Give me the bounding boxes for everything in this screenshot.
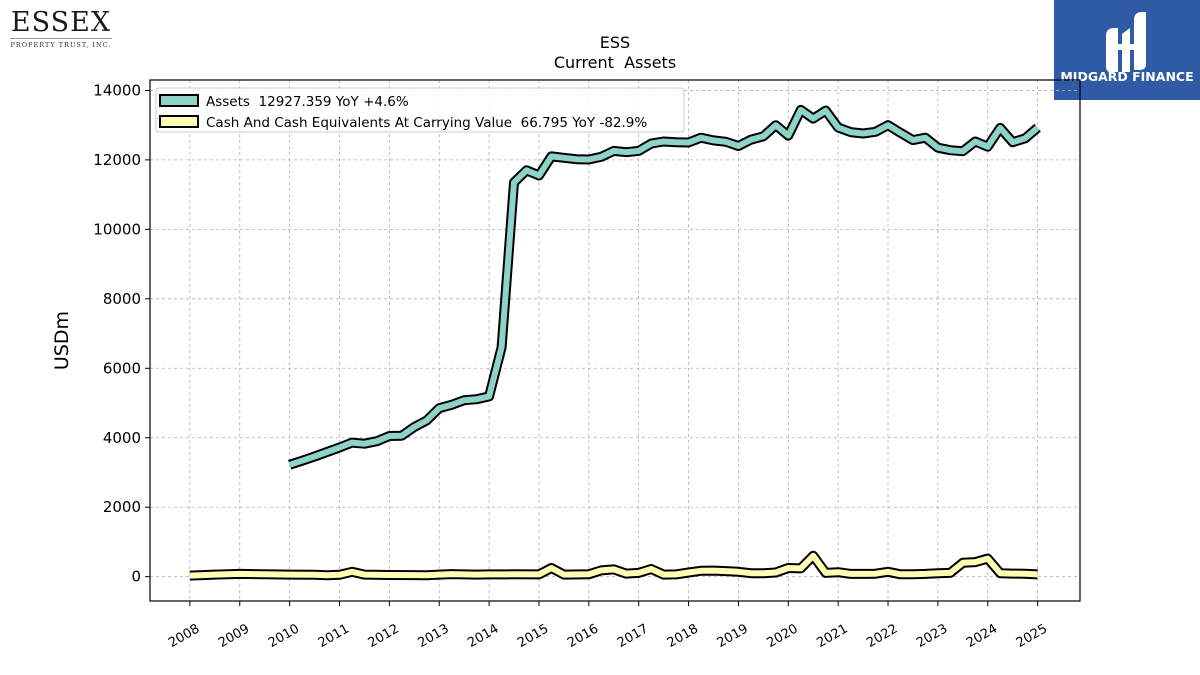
y-tick-label: 2000 xyxy=(103,498,141,516)
y-tick-label: 6000 xyxy=(103,359,141,377)
series-line-1 xyxy=(288,106,1040,468)
series-layer xyxy=(189,104,1041,581)
legend-swatch-1 xyxy=(159,94,199,107)
plot-frame xyxy=(149,79,1081,602)
x-tick-label: 2014 xyxy=(465,621,501,651)
brand-name: MIDGARD FINANCE xyxy=(1060,69,1194,84)
x-tick-label: 2022 xyxy=(864,621,900,651)
y-tick-label: 0 xyxy=(131,568,141,586)
y-tick-label: 4000 xyxy=(103,429,141,447)
midgard-finance-logo: MIDGARD FINANCE xyxy=(1054,0,1200,100)
x-tick-label: 2019 xyxy=(715,621,751,651)
x-tick-label: 2020 xyxy=(765,621,801,651)
y-tick-label: 8000 xyxy=(103,290,141,308)
x-tick-label: 2015 xyxy=(515,621,551,651)
x-tick-label: 2008 xyxy=(166,621,202,651)
legend-swatch-2 xyxy=(159,115,199,128)
x-tick-label: 2018 xyxy=(665,621,701,651)
x-axis: 2008 2009 2010 2011 2012 2013 2014 2015 2016 2017… xyxy=(166,601,1050,651)
chart-subtitle: Current Assets xyxy=(554,53,676,72)
legend-box xyxy=(155,87,685,133)
series-line-2 xyxy=(189,552,1038,579)
legend-label-2: Cash And Cash Equivalents At Carrying Va… xyxy=(206,115,647,131)
x-tick-label: 2023 xyxy=(914,621,950,651)
x-tick-label: 2016 xyxy=(565,621,601,651)
x-tick-label: 2025 xyxy=(1014,621,1050,651)
x-tick-label: 2021 xyxy=(814,621,850,651)
x-tick-label: 2009 xyxy=(216,621,252,651)
series-outline-1 xyxy=(288,104,1041,470)
y-tick-label: 12000 xyxy=(93,151,141,169)
y-tick-label: 10000 xyxy=(93,220,141,238)
x-tick-label: 2011 xyxy=(316,621,352,651)
y-axis: 0 2000 4000 6000 8000 10000 12000 14000 xyxy=(93,81,150,586)
x-tick-label: 2017 xyxy=(615,621,651,651)
midgard-logo-icon xyxy=(1106,12,1146,72)
essex-logo: ESSEX PROPERTY TRUST, INC. xyxy=(6,8,116,49)
y-tick-label: 14000 xyxy=(93,81,141,99)
logo-tagline: PROPERTY TRUST, INC. xyxy=(10,38,112,49)
y-axis-label: USDm xyxy=(51,311,73,370)
logo-name: ESSEX xyxy=(10,7,112,38)
x-tick-label: 2013 xyxy=(415,621,451,651)
x-tick-label: 2010 xyxy=(266,621,302,651)
legend-label-1: Assets 12927.359 YoY +4.6% xyxy=(206,94,409,110)
legend: Assets 12927.359 YoY +4.6% Cash And Cash … xyxy=(155,87,685,133)
chart-title: ESS xyxy=(600,33,630,52)
x-tick-label: 2024 xyxy=(964,621,1000,651)
x-tick-label: 2012 xyxy=(366,621,402,651)
grid xyxy=(150,80,1080,601)
